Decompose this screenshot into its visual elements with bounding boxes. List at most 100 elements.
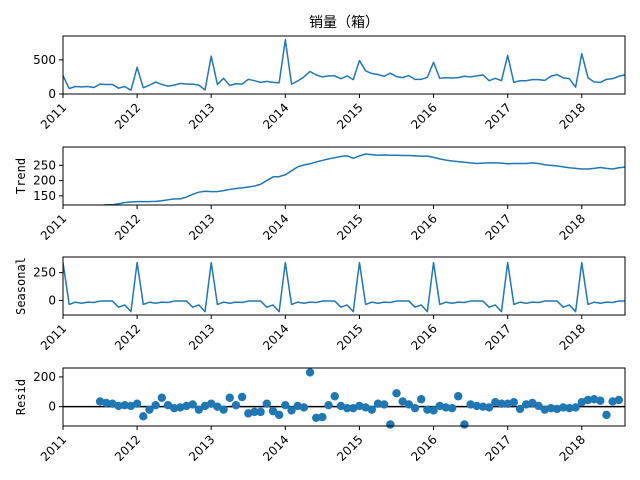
x-tick-label: 2014 <box>260 100 291 131</box>
x-tick-label: 2015 <box>334 321 365 352</box>
resid-point <box>250 407 259 417</box>
y-tick-label: 0 <box>48 400 56 414</box>
x-tick-label: 2017 <box>483 100 514 131</box>
resid-point <box>559 403 568 412</box>
chart-title: 销量（箱） <box>309 15 379 31</box>
resid-point <box>379 400 389 409</box>
resid-point <box>441 403 451 412</box>
resid-point <box>404 400 414 409</box>
resid-point <box>169 403 179 413</box>
resid-point <box>132 399 142 408</box>
x-tick-label: 2016 <box>408 432 439 463</box>
resid-point <box>268 406 278 416</box>
x-tick-label: 2017 <box>483 432 514 463</box>
x-tick-label: 2014 <box>260 432 291 463</box>
resid-point <box>102 398 111 408</box>
x-tick-label: 2011 <box>38 432 69 463</box>
resid-point <box>114 401 123 411</box>
x-tick-label: 2012 <box>112 211 143 242</box>
resid-point <box>596 396 605 405</box>
resid-point <box>410 403 420 413</box>
resid-point <box>447 403 457 413</box>
seasonal-ylabel: Seasonal <box>14 257 28 315</box>
x-tick-label: 2012 <box>112 432 143 463</box>
x-tick-label: 2016 <box>408 100 439 131</box>
x-tick-label: 2013 <box>186 100 217 131</box>
resid-ylabel: Resid <box>14 379 28 415</box>
x-tick-label: 2016 <box>408 211 439 242</box>
trend-series-line <box>99 153 625 205</box>
x-tick-label: 2011 <box>38 211 69 242</box>
resid-point <box>120 400 129 410</box>
resid-point <box>312 413 321 423</box>
observed-panel: 0 500 2011 2012 2013 2014 2015 2016 2017 2018 <box>33 35 626 132</box>
resid-point <box>571 403 580 412</box>
x-tick-label: 2015 <box>334 432 365 463</box>
resid-point <box>534 401 543 411</box>
resid-point <box>219 405 228 414</box>
y-tick-label: 200 <box>33 370 56 384</box>
y-tick-label: 200 <box>33 174 56 188</box>
resid-point <box>454 392 463 401</box>
resid-point <box>139 412 148 421</box>
x-tick-label: 2013 <box>186 432 217 463</box>
x-tick-label: 2016 <box>408 321 439 352</box>
trend-axes-frame <box>62 146 626 206</box>
resid-point <box>225 393 234 402</box>
x-tick-label: 2011 <box>38 321 69 352</box>
resid-point <box>324 400 333 410</box>
resid-point <box>305 368 315 377</box>
resid-point <box>614 395 624 405</box>
observed-axes-frame <box>62 35 626 95</box>
y-tick-label: 150 <box>33 189 56 203</box>
resid-point <box>386 420 395 429</box>
y-tick-label: 0 <box>48 294 56 308</box>
y-tick-label: 500 <box>33 53 56 67</box>
resid-point <box>484 403 494 412</box>
resid-point <box>237 392 247 402</box>
resid-point <box>157 393 167 402</box>
x-tick-label: 2013 <box>186 321 217 352</box>
x-tick-label: 2014 <box>260 321 291 352</box>
resid-point <box>373 399 383 408</box>
resid-point <box>287 406 296 415</box>
y-tick-label: 0 <box>48 87 56 101</box>
resid-point <box>274 410 284 420</box>
y-tick-label: 250 <box>33 266 56 280</box>
resid-point <box>515 404 525 414</box>
resid-point <box>392 389 401 398</box>
resid-point <box>417 395 426 404</box>
resid-point <box>330 392 339 401</box>
x-tick-label: 2015 <box>334 100 365 131</box>
resid-point <box>602 410 611 420</box>
resid-point <box>460 420 469 429</box>
resid-point <box>509 398 519 407</box>
resid-point <box>546 403 556 413</box>
x-tick-label: 2018 <box>557 211 588 242</box>
resid-panel: 0 200 2011 2012 2013 2014 2015 2016 2017 2018 Resi… <box>14 367 626 464</box>
resid-point <box>151 400 160 410</box>
resid-point <box>281 400 290 410</box>
resid-point <box>299 403 309 412</box>
x-tick-label: 2018 <box>557 100 588 131</box>
resid-point <box>497 399 506 408</box>
resid-point <box>231 400 241 410</box>
resid-point <box>583 395 593 405</box>
resid-point <box>472 401 481 411</box>
observed-series-line <box>63 39 625 91</box>
seasonal-panel: 0 250 2011 2012 2013 2014 2015 2016 2017 2018 Seas… <box>14 256 626 353</box>
x-tick-label: 2015 <box>334 211 365 242</box>
x-tick-label: 2018 <box>557 432 588 463</box>
resid-point <box>256 407 265 417</box>
resid-point <box>565 403 574 413</box>
x-tick-label: 2018 <box>557 321 588 352</box>
resid-point <box>145 405 154 414</box>
x-tick-label: 2014 <box>260 211 291 242</box>
resid-point <box>478 402 488 411</box>
x-tick-label: 2013 <box>186 211 217 242</box>
seasonal-axes-frame <box>62 256 626 316</box>
x-tick-label: 2012 <box>112 100 143 131</box>
